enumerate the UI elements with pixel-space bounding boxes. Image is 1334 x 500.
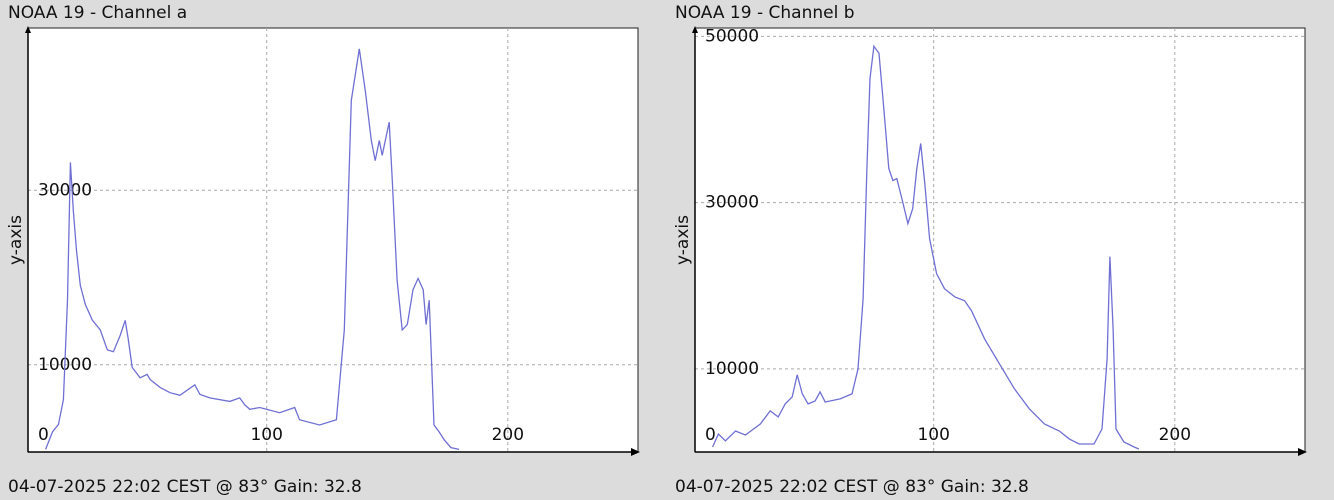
y-tick-label: 0 [705, 425, 716, 445]
x-tick-label: 100 [917, 425, 949, 445]
y-axis-label: y-axis [673, 215, 693, 265]
footer-status: 04-07-2025 22:02 CEST @ 83° Gain: 32.8 [8, 477, 362, 497]
plot-area [694, 27, 1306, 453]
y-tick-label: 10000 [705, 359, 759, 379]
chart-title: NOAA 19 - Channel b [675, 3, 855, 23]
chart-title: NOAA 19 - Channel a [8, 3, 187, 23]
data-line [44, 48, 460, 451]
x-axis-arrow [1298, 448, 1307, 456]
y-tick-label: 0 [38, 425, 49, 445]
data-line [712, 44, 1140, 450]
plot-area [27, 27, 639, 453]
y-tick-label: 30000 [705, 193, 759, 213]
footer-status: 04-07-2025 22:02 CEST @ 83° Gain: 32.8 [675, 477, 1029, 497]
y-tick-label: 30000 [38, 180, 92, 200]
y-axis-arrow [692, 26, 698, 33]
y-axis-label: y-axis [6, 215, 26, 265]
x-tick-label: 200 [1159, 425, 1191, 445]
y-tick-label: 50000 [705, 26, 759, 46]
x-tick-label: 200 [492, 425, 524, 445]
x-tick-label: 100 [250, 425, 282, 445]
x-axis-arrow [631, 448, 640, 456]
y-axis-arrow [25, 26, 31, 33]
